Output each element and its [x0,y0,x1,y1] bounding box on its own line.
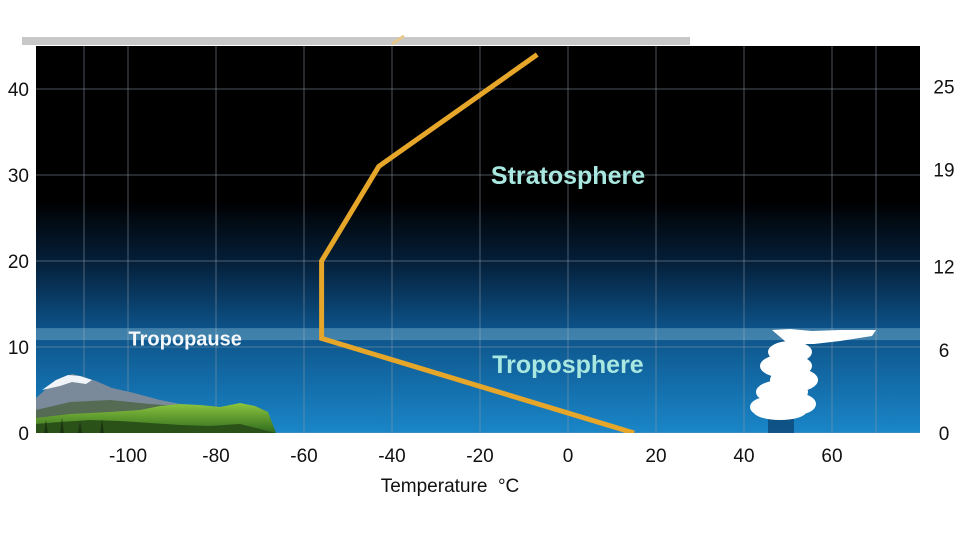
x-axis: -100 -80 -60 -40 -20 0 20 40 60 [109,446,843,467]
top-bar [22,37,690,45]
storm-cloud [750,329,876,433]
y-tick-left-40: 40 [8,80,29,101]
y-tick-right-25: 25 [933,77,954,98]
tropopause-band [36,328,920,341]
x-tick-0: 0 [563,446,574,467]
profile-line-overflow [391,34,405,46]
y-axis-left: 0 10 20 30 40 [8,80,29,445]
x-tick--20: -20 [466,446,493,467]
y-tick-left-20: 20 [8,252,29,273]
x-tick-40: 40 [733,446,754,467]
annotation-troposphere: Troposphere [492,351,644,379]
x-tick--100: -100 [109,446,147,467]
x-tick--80: -80 [202,446,229,467]
y-tick-right-0: 0 [939,424,950,445]
temperature-profile-line [319,52,635,433]
x-tick-60: 60 [821,446,842,467]
y-tick-right-19: 19 [933,161,954,182]
y-tick-left-10: 10 [8,338,29,359]
y-tick-right-6: 6 [939,341,950,362]
x-tick-20: 20 [645,446,666,467]
mountain-landscape [36,374,276,433]
annotation-tropopause: Tropopause [129,328,242,350]
y-axis-right: 0 6 12 19 25 [933,77,954,445]
y-tick-right-12: 12 [933,258,954,279]
annotation-stratosphere: Stratosphere [491,162,645,190]
y-tick-left-0: 0 [18,424,29,445]
y-tick-left-30: 30 [8,166,29,187]
x-axis-label: Temperature °C [381,476,520,497]
x-tick--60: -60 [290,446,317,467]
x-tick--40: -40 [378,446,405,467]
